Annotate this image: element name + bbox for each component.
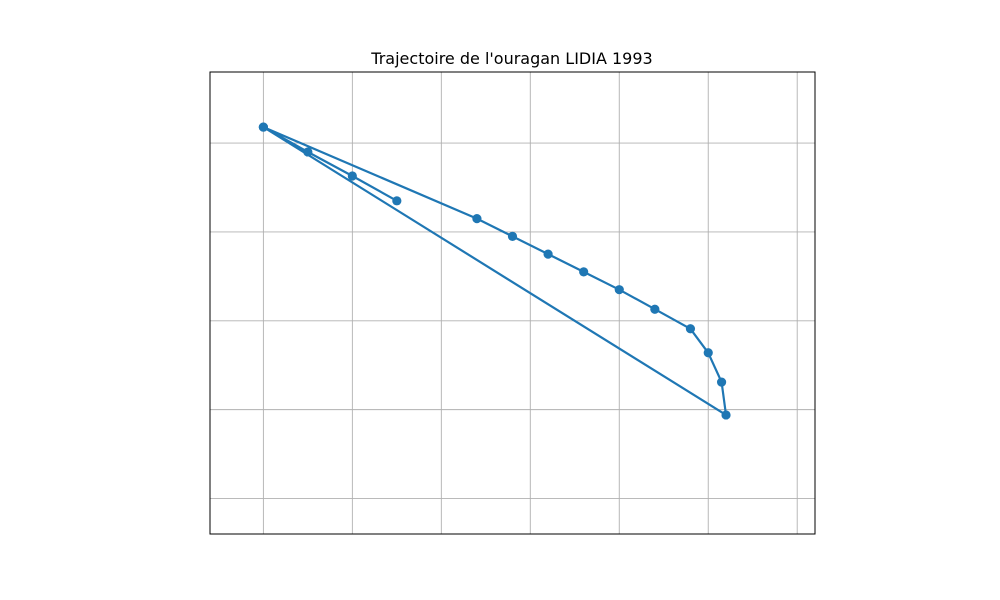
trajectory-point-5 xyxy=(507,231,518,241)
trajectory-point-8 xyxy=(614,285,624,295)
trajectory-point-4 xyxy=(472,213,482,224)
trajectory-point-14 xyxy=(258,122,268,132)
trajectory-point-6 xyxy=(543,249,553,259)
trajectory-point-9 xyxy=(650,304,660,314)
trajectory-point-11 xyxy=(703,348,713,358)
plot-frame xyxy=(209,71,816,535)
chart-title: Trajectoire de l'ouragan LIDIA 1993 xyxy=(370,49,652,68)
trajectory-point-13 xyxy=(721,410,731,420)
trajectory-point-10 xyxy=(685,324,696,334)
trajectory-point-1 xyxy=(347,171,357,181)
trajectory-point-2 xyxy=(303,147,313,157)
trajectory-point-0 xyxy=(392,196,402,206)
trajectory-point-7 xyxy=(579,267,589,277)
trajectory-line xyxy=(262,125,728,416)
grid xyxy=(210,72,815,534)
trajectory-point-12 xyxy=(716,377,727,387)
series-layer xyxy=(258,122,731,420)
